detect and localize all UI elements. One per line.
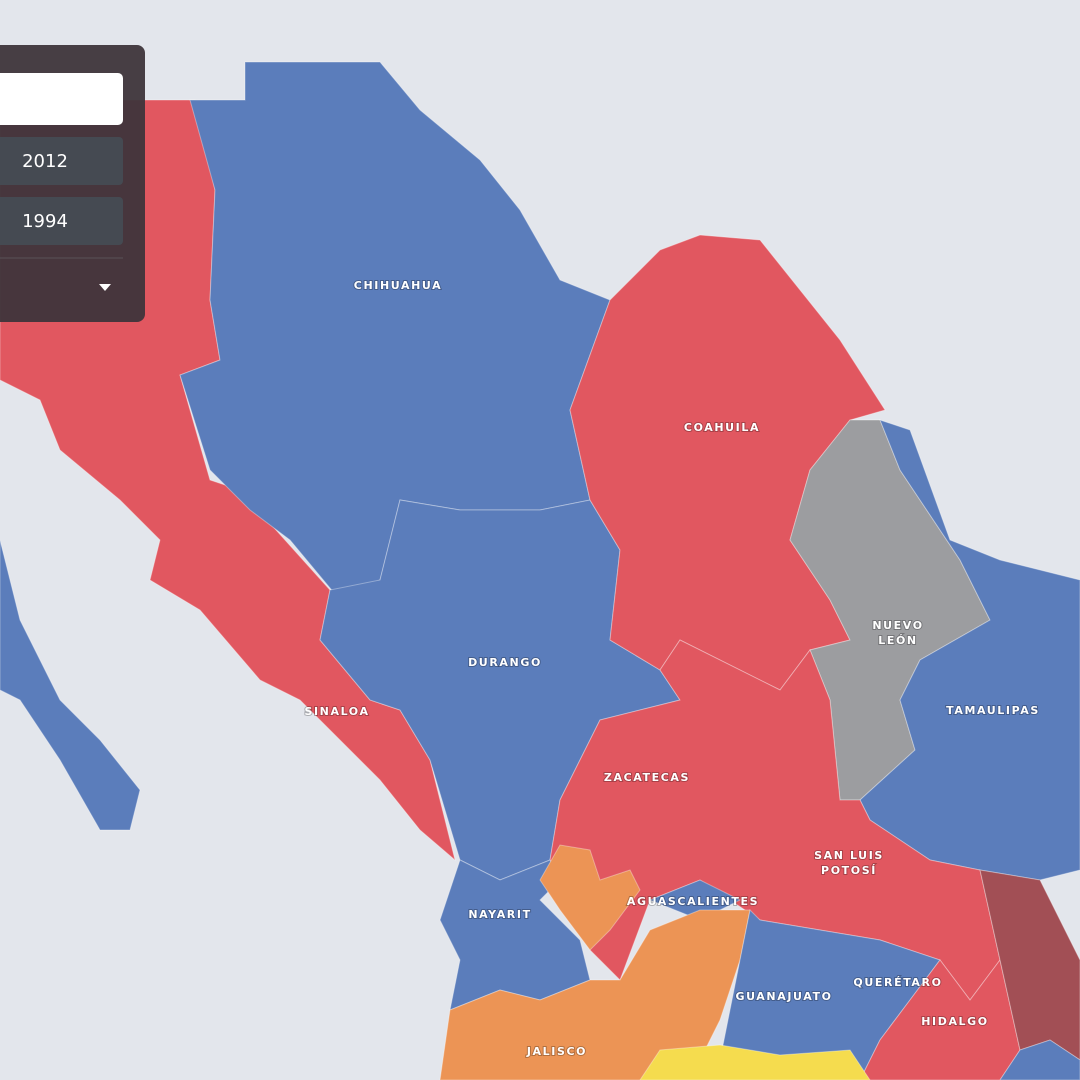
state-label: AGUASCALIENTES <box>627 895 759 908</box>
state-label: NUEVO <box>872 619 923 632</box>
state-label: ZACATECAS <box>604 771 690 784</box>
state-label: QUERÉTARO <box>853 976 942 989</box>
year-label: 1994 <box>22 211 68 232</box>
state-label: DURANGO <box>468 656 542 669</box>
state-label: NAYARIT <box>468 908 531 921</box>
state-label: POTOSÍ <box>821 864 877 877</box>
state-label: COAHUILA <box>684 421 760 434</box>
state-labels: CHIHUAHUA COAHUILA NUEVO LEÓN TAMAULIPAS DURA… <box>303 278 1040 1059</box>
state-label: SINALOA <box>304 705 369 718</box>
year-label: 2012 <box>22 151 68 172</box>
state-label: SAN LUIS <box>814 849 884 862</box>
year-button[interactable] <box>0 197 123 245</box>
search-input[interactable] <box>0 73 123 125</box>
dropdown[interactable] <box>0 262 135 312</box>
state-label: CHIHUAHUA <box>354 279 442 292</box>
yellow-state <box>639 1044 871 1080</box>
state-label: JALISCO <box>526 1045 587 1058</box>
control-panel: 2012 1994 <box>0 45 145 322</box>
state-label: TAMAULIPAS <box>946 704 1040 717</box>
baja-california-sur <box>0 539 141 831</box>
year-button[interactable] <box>0 137 123 185</box>
dropdown-arrow <box>99 284 111 291</box>
jalisco-north <box>539 844 641 951</box>
state-label: LEÓN <box>878 634 917 647</box>
hidalgo <box>859 958 1021 1080</box>
state-label: GUANAJUATO <box>735 990 832 1003</box>
state-label: HIDALGO <box>921 1015 989 1028</box>
southeast-state <box>999 1039 1080 1080</box>
